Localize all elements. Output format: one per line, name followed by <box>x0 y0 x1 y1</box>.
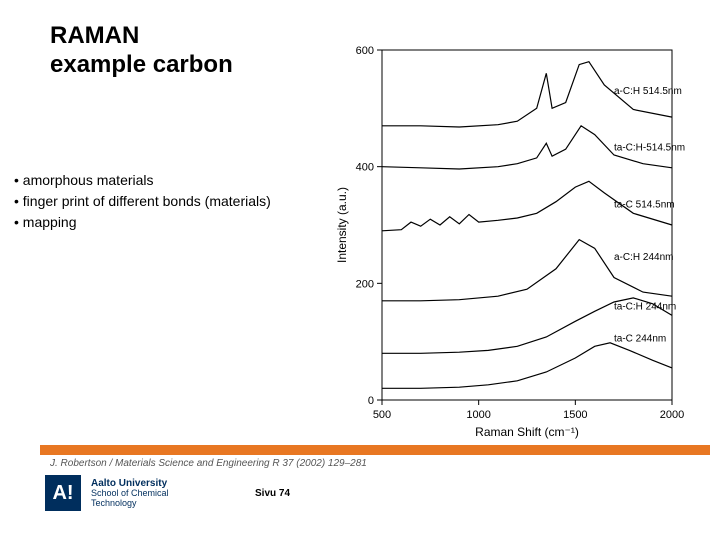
footer: A! Aalto University School of Chemical T… <box>45 475 169 511</box>
university-name: Aalto University <box>91 478 169 489</box>
svg-text:Intensity (a.u.): Intensity (a.u.) <box>335 187 349 263</box>
raman-chart: 500 1000 1500 2000 0 200 400 600 Raman Shift (cm… <box>330 40 700 440</box>
svg-text:1000: 1000 <box>466 409 490 421</box>
svg-text:ta-C 514.5nm: ta-C 514.5nm <box>614 200 675 211</box>
bullet-list: amorphous materials finger print of diff… <box>14 170 271 233</box>
svg-text:a-C:H 514.5nm: a-C:H 514.5nm <box>614 86 682 97</box>
svg-text:Raman Shift (cm⁻¹): Raman Shift (cm⁻¹) <box>475 425 579 439</box>
aalto-logo-icon: A! <box>45 475 81 511</box>
page-number: Sivu 74 <box>255 488 290 499</box>
chart-svg: 500 1000 1500 2000 0 200 400 600 Raman Shift (cm… <box>330 40 700 440</box>
svg-text:1500: 1500 <box>563 409 587 421</box>
svg-text:ta-C:H 244nm: ta-C:H 244nm <box>614 302 676 313</box>
svg-text:600: 600 <box>356 45 374 57</box>
school-line-2: Technology <box>91 499 169 509</box>
bullet-item: mapping <box>14 212 271 233</box>
svg-text:500: 500 <box>373 409 391 421</box>
title-line-2: example carbon <box>50 51 233 80</box>
svg-text:0: 0 <box>368 395 374 407</box>
svg-text:a-C:H 244nm: a-C:H 244nm <box>614 252 673 263</box>
svg-text:2000: 2000 <box>660 409 684 421</box>
svg-text:200: 200 <box>356 278 374 290</box>
divider-bar <box>40 445 710 455</box>
slide-title: RAMAN example carbon <box>50 22 233 80</box>
svg-text:ta-C:H-514.5nm: ta-C:H-514.5nm <box>614 142 685 153</box>
bullet-item: amorphous materials <box>14 170 271 191</box>
logo-text: Aalto University School of Chemical Tech… <box>91 478 169 509</box>
svg-text:400: 400 <box>356 162 374 174</box>
svg-text:ta-C 244nm: ta-C 244nm <box>614 334 666 345</box>
citation-text: J. Robertson / Materials Science and Eng… <box>50 458 367 469</box>
title-line-1: RAMAN <box>50 22 233 51</box>
bullet-item: finger print of different bonds (materia… <box>14 191 271 212</box>
